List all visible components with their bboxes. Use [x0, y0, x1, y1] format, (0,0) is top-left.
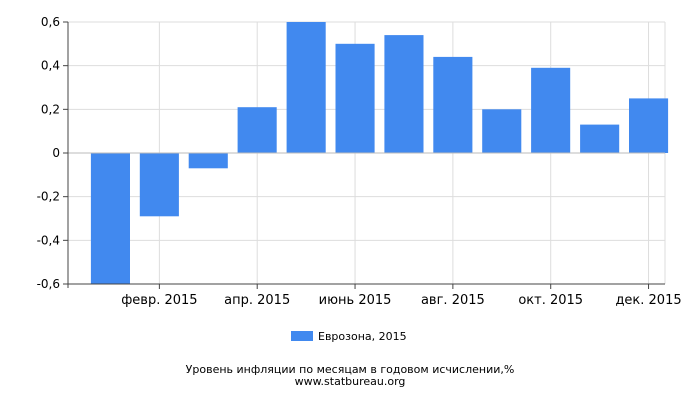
bar-1 — [90, 153, 130, 284]
y-tick-label: 0,4 — [41, 59, 60, 73]
bar-7 — [384, 35, 424, 153]
x-tick-label: июнь 2015 — [319, 293, 392, 308]
bar-12 — [629, 98, 669, 153]
x-tick-label: дек. 2015 — [615, 293, 681, 308]
y-tick-labels: 0,6 0,4 0,2 0 -0,2 -0,4 -0,6 — [37, 15, 60, 291]
x-tick-label: окт. 2015 — [518, 293, 583, 308]
y-tick-label: 0 — [52, 146, 60, 160]
chart-caption: Уровень инфляции по месяцам в годовом ис… — [185, 363, 515, 376]
x-tick-label: апр. 2015 — [224, 293, 290, 308]
bar-11 — [580, 124, 620, 153]
x-tick-label: февр. 2015 — [121, 293, 197, 308]
y-tick-label: -0,6 — [37, 277, 60, 291]
bar-10 — [531, 67, 571, 153]
bar-8 — [433, 56, 473, 153]
legend-label: Еврозона, 2015 — [318, 330, 407, 343]
legend: Еврозона, 2015 — [291, 330, 407, 343]
legend-swatch — [291, 331, 313, 341]
y-tick-label: 0,6 — [41, 15, 60, 29]
bar-2 — [139, 153, 179, 217]
y-tick-label: 0,2 — [41, 102, 60, 116]
y-tick-label: -0,4 — [37, 233, 60, 247]
axes — [63, 21, 665, 289]
bar-9 — [482, 109, 522, 153]
y-tick-label: -0,2 — [37, 190, 60, 204]
bar-3 — [188, 153, 228, 169]
bars — [90, 22, 669, 284]
x-tick-label: авг. 2015 — [421, 293, 485, 308]
bar-4 — [237, 107, 277, 153]
bar-5 — [286, 22, 326, 153]
source-site: www.statbureau.org — [294, 375, 406, 388]
bar-6 — [335, 43, 375, 153]
x-tick-labels: февр. 2015 апр. 2015 июнь 2015 авг. 2015 окт… — [121, 293, 681, 308]
